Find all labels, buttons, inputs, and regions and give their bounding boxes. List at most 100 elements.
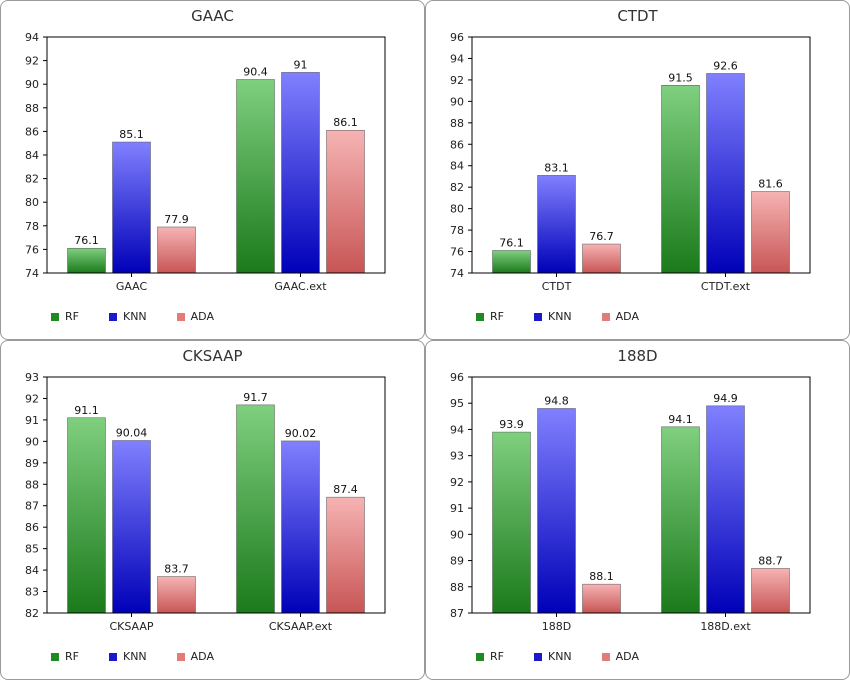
bar-rf [236, 404, 275, 614]
y-tick-label: 80 [25, 196, 39, 209]
bar-ada [582, 583, 621, 614]
legend-label: ADA [190, 650, 214, 663]
data-label: 86.1 [333, 116, 358, 129]
y-tick-label: 86 [25, 521, 39, 534]
bar-knn [537, 408, 576, 614]
legend-swatch-knn [533, 312, 542, 321]
bar-rf [67, 247, 106, 274]
bar-knn [706, 73, 745, 274]
data-label: 77.9 [164, 213, 189, 226]
data-label: 90.4 [243, 65, 268, 78]
data-label: 94.9 [713, 392, 738, 405]
chart-legend: RF KNN ADA [51, 310, 244, 323]
legend-item-ada: ADA [176, 310, 214, 323]
legend-swatch-knn [533, 652, 542, 661]
y-tick-label: 82 [25, 173, 39, 186]
legend-item-knn: KNN [533, 650, 572, 663]
y-tick-label: 88 [450, 581, 464, 594]
y-tick-label: 80 [450, 203, 464, 216]
legend-item-knn: KNN [533, 310, 572, 323]
chart-panel-cksaap: CKSAAP 82 83 84 85 86 87 88 89 90 91 92 93 91.1 90.04… [0, 340, 425, 680]
y-tick-label: 78 [25, 220, 39, 233]
x-tick-label: GAAC.ext [274, 280, 327, 293]
data-label: 91.5 [668, 71, 693, 84]
legend-swatch-rf [476, 312, 484, 321]
data-label: 85.1 [119, 128, 144, 141]
y-tick-label: 74 [25, 267, 39, 280]
chart-legend: RF KNN ADA [51, 650, 244, 663]
legend-label: RF [65, 310, 79, 323]
bar-knn [537, 175, 576, 274]
y-tick-label: 91 [450, 502, 464, 515]
y-tick-label: 90 [25, 78, 39, 91]
data-label: 93.9 [499, 418, 524, 431]
legend-item-rf: RF [476, 310, 504, 323]
legend-label: KNN [547, 650, 572, 663]
y-tick-label: 93 [450, 450, 464, 463]
data-label: 87.4 [333, 483, 358, 496]
x-tick-label: CKSAAP [109, 620, 153, 633]
legend-item-ada: ADA [601, 650, 639, 663]
y-tick-label: 89 [450, 555, 464, 568]
y-tick-label: 76 [450, 246, 464, 259]
legend-label: ADA [190, 310, 214, 323]
y-tick-label: 94 [25, 31, 39, 44]
chart-title: 188D [617, 347, 658, 365]
y-tick-label: 76 [25, 243, 39, 256]
data-label: 91.7 [243, 391, 268, 404]
y-tick-label: 96 [450, 31, 464, 44]
chart-panel-ctdt: CTDT 74 76 78 80 82 84 86 88 90 92 94 96 76.1 83.1 76.… [425, 0, 850, 340]
chart-plot: 74 76 78 80 82 84 86 88 90 92 94 76.1 85.1 77.9 GAAC 90… [25, 31, 386, 293]
y-tick-label: 82 [25, 607, 39, 620]
bar-ada [582, 243, 621, 274]
legend-label: KNN [122, 650, 147, 663]
plot-frame [471, 36, 811, 274]
legend-swatch-knn [108, 652, 117, 661]
data-label: 88.1 [589, 570, 614, 583]
legend-label: ADA [615, 310, 639, 323]
y-tick-label: 90 [25, 435, 39, 448]
legend-swatch-rf [51, 652, 59, 661]
chart-panel-188d: 188D 87 88 89 90 91 92 93 94 95 96 93.9 94.8 88.1 188… [425, 340, 850, 680]
data-label: 76.1 [74, 234, 99, 247]
chart-panel-gaac: GAAC 74 76 78 80 82 84 86 88 90 92 94 76.1 85.1 77.9 G… [0, 0, 425, 340]
legend-label: KNN [122, 310, 147, 323]
chart-plot: 74 76 78 80 82 84 86 88 90 92 94 96 76.1 83.1 76.7 CTDT… [450, 31, 811, 293]
bar-ada [751, 568, 790, 614]
bar-knn [281, 440, 320, 614]
bar-knn [112, 440, 151, 614]
bar-rf [661, 426, 700, 614]
y-tick-label: 74 [450, 267, 464, 280]
data-label: 92.6 [713, 59, 738, 72]
y-tick-label: 93 [25, 371, 39, 384]
y-tick-label: 96 [450, 371, 464, 384]
bar-ada [326, 496, 365, 614]
bar-knn [112, 141, 151, 274]
y-tick-label: 95 [450, 397, 464, 410]
bar-ada [157, 576, 196, 614]
legend-label: KNN [547, 310, 572, 323]
x-tick-label: CTDT.ext [701, 280, 751, 293]
legend-item-ada: ADA [601, 310, 639, 323]
bar-knn [281, 72, 320, 274]
bar-rf [661, 85, 700, 274]
y-tick-label: 92 [25, 392, 39, 405]
y-tick-label: 84 [450, 160, 464, 173]
data-label: 76.1 [499, 236, 524, 249]
y-tick-label: 85 [25, 543, 39, 556]
plot-frame [471, 376, 811, 614]
x-tick-label: CKSAAP.ext [269, 620, 333, 633]
x-tick-label: 188D [542, 620, 571, 633]
legend-swatch-ada [176, 652, 185, 661]
legend-swatch-rf [476, 652, 484, 661]
y-tick-label: 87 [25, 500, 39, 513]
legend-item-rf: RF [51, 310, 79, 323]
data-label: 90.04 [116, 427, 148, 440]
y-tick-label: 86 [25, 125, 39, 138]
data-label: 88.7 [758, 554, 783, 567]
legend-swatch-rf [51, 312, 59, 321]
y-tick-label: 91 [25, 414, 39, 427]
data-label: 83.1 [544, 161, 569, 174]
legend-item-knn: KNN [108, 650, 147, 663]
data-label: 94.8 [544, 394, 569, 407]
